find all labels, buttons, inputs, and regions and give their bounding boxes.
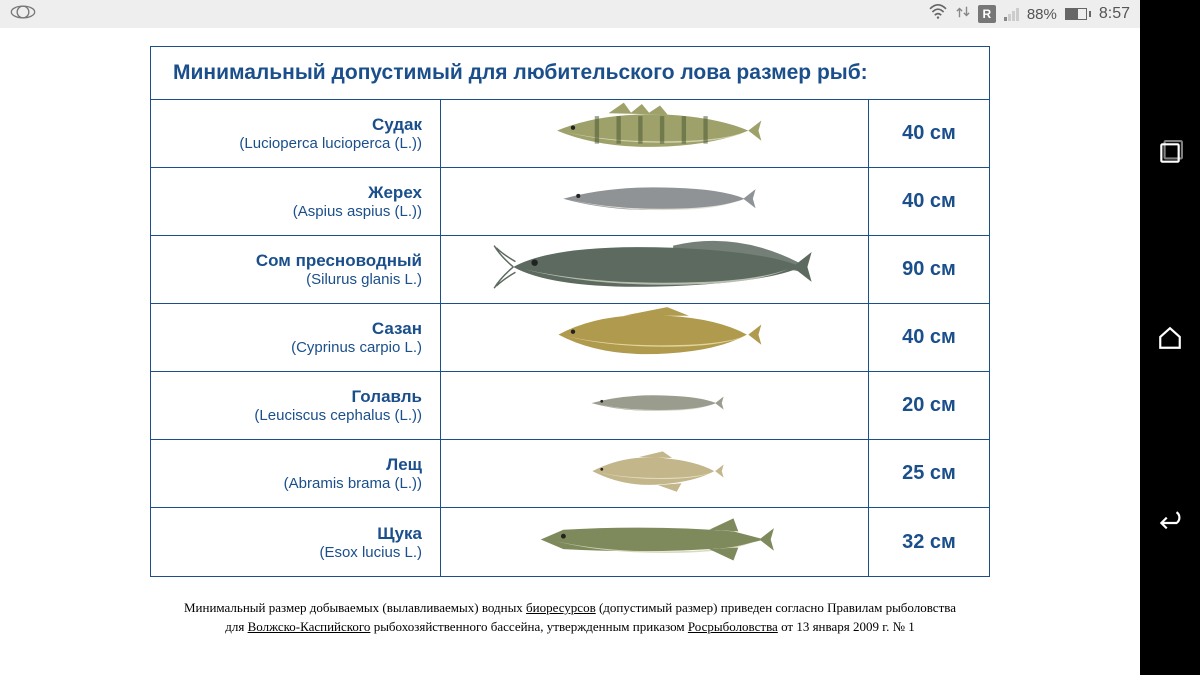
battery-icon xyxy=(1065,8,1091,20)
fish-name-cell: Жерех (Aspius aspius (L.)) xyxy=(151,168,441,235)
fish-name-ru: Лещ xyxy=(159,455,422,475)
roaming-badge: R xyxy=(978,5,996,23)
fish-name-cell: Судак (Lucioperca lucioperca (L.)) xyxy=(151,100,441,167)
table-row: Щука (Esox lucius L.) 32 см xyxy=(151,508,989,576)
fish-size-cell: 40 см xyxy=(869,168,989,235)
fish-image-cell xyxy=(441,508,869,576)
fish-name-cell: Сазан (Cyprinus carpio L.) xyxy=(151,304,441,371)
footnote-text: от 13 января 2009 г. № 1 xyxy=(778,619,915,634)
browser-logo-icon xyxy=(10,3,36,25)
footnote-text: Волжско-Каспийского xyxy=(248,619,371,634)
fish-image-cell xyxy=(441,372,869,439)
fish-name-lat: (Esox lucius L.) xyxy=(159,544,422,561)
fish-name-cell: Щука (Esox lucius L.) xyxy=(151,508,441,576)
fish-name-ru: Судак xyxy=(159,115,422,135)
table-row: Судак (Lucioperca lucioperca (L.)) 40 см xyxy=(151,100,989,168)
fish-name-ru: Щука xyxy=(159,524,422,544)
fish-name-lat: (Silurus glanis L.) xyxy=(159,271,422,288)
fish-name-lat: (Aspius aspius (L.)) xyxy=(159,203,422,220)
status-right: R 88% 8:57 xyxy=(928,4,1130,24)
clock: 8:57 xyxy=(1099,5,1130,23)
home-button[interactable] xyxy=(1156,324,1184,352)
fish-size-cell: 90 см xyxy=(869,236,989,303)
fish-size-cell: 40 см xyxy=(869,304,989,371)
footnote: Минимальный размер добываемых (вылавлива… xyxy=(90,599,1050,637)
status-left xyxy=(10,3,36,25)
fish-image-cell xyxy=(441,304,869,371)
table-title: Минимальный допустимый для любительского… xyxy=(151,47,989,100)
status-bar: R 88% 8:57 xyxy=(0,0,1140,28)
fish-name-ru: Жерех xyxy=(159,183,422,203)
fish-size-table: Минимальный допустимый для любительского… xyxy=(150,46,990,577)
fish-image-cell xyxy=(441,236,869,303)
content-area: R 88% 8:57 Минимальный допустимый для лю… xyxy=(0,0,1140,675)
fish-name-ru: Голавль xyxy=(159,387,422,407)
table-row: Сазан (Cyprinus carpio L.) 40 см xyxy=(151,304,989,372)
footnote-text: Минимальный размер добываемых (вылавлива… xyxy=(184,600,526,615)
fish-icon xyxy=(531,503,778,581)
fish-size-cell: 25 см xyxy=(869,440,989,507)
footnote-text: Росрыболовства xyxy=(688,619,778,634)
fish-icon xyxy=(583,450,726,497)
fish-name-ru: Сом пресноводный xyxy=(159,251,422,271)
footnote-text: для xyxy=(225,619,247,634)
fish-size-cell: 32 см xyxy=(869,508,989,576)
table-row: Сом пресноводный (Silurus glanis L.) 90 … xyxy=(151,236,989,304)
battery-pct: 88% xyxy=(1027,6,1057,23)
fish-image-cell xyxy=(441,440,869,507)
fish-name-lat: (Abramis brama (L.)) xyxy=(159,475,422,492)
data-updown-icon xyxy=(956,5,970,23)
fish-image-cell xyxy=(441,100,869,167)
signal-icon xyxy=(1004,7,1019,21)
fish-icon xyxy=(544,302,765,372)
fish-name-lat: (Lucioperca lucioperca (L.)) xyxy=(159,135,422,152)
wifi-icon xyxy=(928,4,948,24)
fish-name-cell: Лещ (Abramis brama (L.)) xyxy=(151,440,441,507)
fish-size-cell: 40 см xyxy=(869,100,989,167)
android-nav-bar xyxy=(1140,0,1200,675)
table-row: Голавль (Leuciscus cephalus (L.)) 20 см xyxy=(151,372,989,440)
fish-name-cell: Сом пресноводный (Silurus glanis L.) xyxy=(151,236,441,303)
fish-name-cell: Голавль (Leuciscus cephalus (L.)) xyxy=(151,372,441,439)
fish-name-lat: (Cyprinus carpio L.) xyxy=(159,339,422,356)
table-row: Лещ (Abramis brama (L.)) 25 см xyxy=(151,440,989,508)
fish-icon xyxy=(544,98,765,168)
recent-apps-button[interactable] xyxy=(1156,139,1184,167)
back-button[interactable] xyxy=(1156,509,1184,537)
footnote-text: рыбохозяйственного бассейна, утвержденны… xyxy=(370,619,687,634)
footnote-text: биоресурсов xyxy=(526,600,596,615)
fish-name-ru: Сазан xyxy=(159,319,422,339)
fish-name-lat: (Leuciscus cephalus (L.)) xyxy=(159,407,422,424)
fish-size-cell: 20 см xyxy=(869,372,989,439)
footnote-text: (допустимый размер) приведен согласно Пр… xyxy=(596,600,956,615)
fish-icon xyxy=(583,382,726,429)
